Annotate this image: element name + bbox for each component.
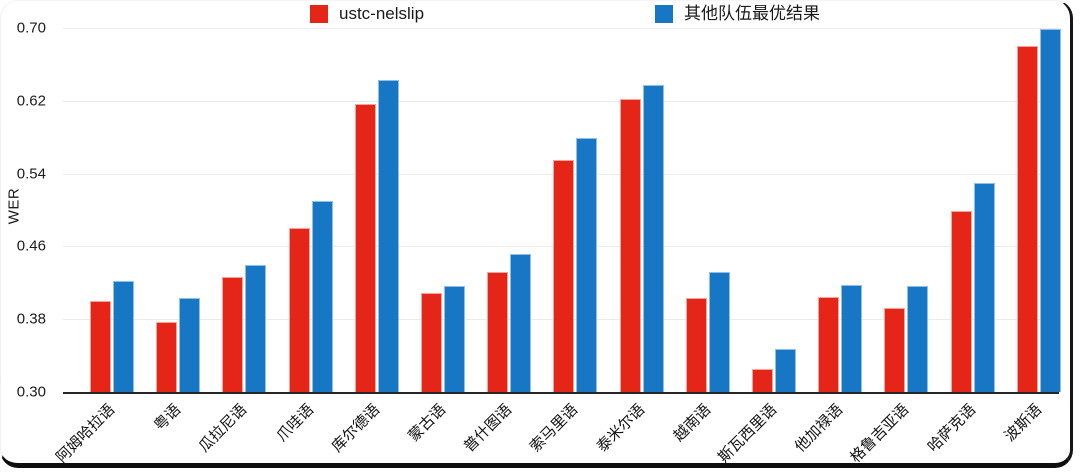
chart-legend: ustc-nelslip 其他队伍最优结果 — [1, 5, 1070, 31]
y-tick-label-0.46: 0.46 — [16, 237, 46, 255]
bar-ustc-10 — [685, 298, 707, 392]
bar-group-6 — [421, 28, 465, 392]
chart-frame: ustc-nelslip 其他队伍最优结果 WER 0.30 0.38 0.46 0.… — [0, 0, 1073, 468]
bar-ustc-13 — [884, 308, 906, 392]
bar-ustc-9 — [619, 98, 641, 392]
bar-ustc-6 — [421, 292, 442, 392]
bar-ustc-12 — [818, 297, 840, 392]
bar-ustc-4 — [288, 228, 310, 392]
bar-other-3 — [245, 264, 267, 392]
x-tick-label-13: 格鲁吉亚语 — [847, 401, 913, 467]
x-tick-label-1: 阿姆哈拉语 — [53, 401, 119, 467]
y-tick-label-0.54: 0.54 — [16, 165, 46, 183]
bar-group-14 — [950, 28, 995, 392]
x-tick-label-12: 他加禄语 — [791, 401, 847, 456]
legend-label-ustc-nelslip: ustc-nelslip — [339, 4, 425, 23]
x-tick-label-5: 库尔德语 — [328, 401, 383, 456]
legend-item-ustc-nelslip: ustc-nelslip — [310, 5, 424, 23]
plot-area — [63, 28, 1061, 394]
bar-ustc-5 — [354, 103, 376, 392]
legend-swatch-red — [310, 5, 328, 23]
y-tick-label-0.62: 0.62 — [16, 92, 46, 110]
bar-group-1 — [90, 28, 134, 392]
bar-group-8 — [553, 28, 598, 392]
x-tick-label-4: 爪哇语 — [272, 401, 317, 445]
bar-other-2 — [179, 298, 201, 392]
bar-group-9 — [619, 28, 664, 392]
x-tick-label-2: 粤语 — [151, 401, 185, 435]
gridline-0.62 — [63, 100, 1059, 102]
bar-group-13 — [884, 28, 929, 392]
bar-other-4 — [311, 200, 333, 392]
x-tick-label-10: 越南语 — [670, 401, 714, 445]
legend-swatch-blue — [655, 5, 673, 23]
bar-ustc-3 — [222, 277, 244, 392]
bar-other-10 — [708, 271, 730, 392]
bar-group-12 — [818, 28, 863, 392]
bar-group-15 — [1016, 28, 1061, 392]
bar-other-6 — [444, 285, 465, 392]
bar-other-11 — [775, 349, 796, 392]
x-tick-label-11: 斯瓦西里语 — [715, 401, 781, 467]
bar-other-8 — [576, 138, 598, 392]
bar-other-5 — [377, 79, 399, 392]
x-tick-label-15: 波斯语 — [1001, 401, 1045, 445]
bar-group-4 — [288, 28, 333, 392]
x-tick-label-9: 泰米尔语 — [593, 401, 648, 456]
bar-other-1 — [113, 280, 134, 392]
bar-other-9 — [642, 85, 664, 392]
bar-other-13 — [907, 286, 929, 392]
bar-group-3 — [222, 28, 267, 392]
bar-ustc-1 — [90, 301, 111, 392]
bar-ustc-8 — [553, 159, 575, 392]
bar-other-7 — [510, 253, 532, 392]
x-tick-label-14: 哈萨克语 — [924, 401, 979, 456]
bar-ustc-11 — [752, 369, 773, 392]
y-axis-title: WER — [5, 187, 23, 225]
legend-item-other-teams-best: 其他队伍最优结果 — [655, 5, 820, 23]
bar-group-10 — [685, 28, 730, 392]
bar-ustc-2 — [156, 321, 178, 392]
bar-group-2 — [156, 28, 201, 392]
bar-other-12 — [841, 284, 863, 392]
y-tick-label-0.70: 0.70 — [16, 19, 46, 37]
x-tick-label-8: 索马里语 — [527, 401, 582, 456]
bar-group-5 — [354, 28, 399, 392]
bar-other-15 — [1039, 28, 1061, 392]
x-tick-label-3: 瓜拉尼语 — [196, 401, 251, 456]
y-tick-label-0.30: 0.30 — [16, 383, 46, 401]
legend-label-other-teams-best: 其他队伍最优结果 — [684, 4, 820, 23]
x-tick-label-6: 蒙古语 — [405, 401, 450, 445]
gridline-0.70 — [63, 28, 1059, 29]
bar-ustc-15 — [1016, 46, 1038, 392]
bar-group-7 — [487, 28, 532, 392]
y-tick-label-0.38: 0.38 — [16, 310, 46, 328]
bar-ustc-14 — [950, 210, 972, 392]
bar-other-14 — [973, 182, 995, 392]
bar-ustc-7 — [487, 271, 509, 392]
bar-group-11 — [752, 28, 796, 392]
x-tick-label-7: 普什图语 — [460, 401, 516, 456]
